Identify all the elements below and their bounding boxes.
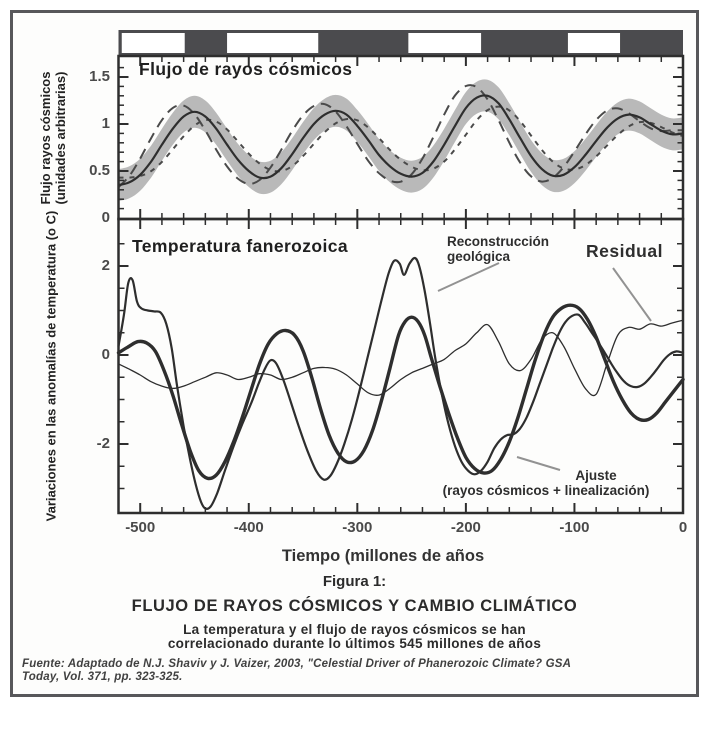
flux-y-axis-label: Flujo rayos cósmicos (unidades arbitrari… [38,71,69,205]
reconstruction-leader-line [437,262,500,292]
temp-y-tick-label: -2 [96,435,110,452]
flux_model_variant_1 [117,84,684,188]
flux-uncertainty-band [118,79,683,202]
flux-y-axis-label-line2: (unidades arbitrarias) [53,71,68,205]
flux-panel-title: Flujo de rayos cósmicos [139,59,353,79]
x-tick-label: -100 [559,519,590,536]
temp-panel-frame [117,217,685,515]
temp-y-tick-label: 2 [101,257,110,274]
epoch-stripe-segment [567,33,621,53]
ajuste-leader-line [516,456,561,471]
temp-panel-title: Temperatura fanerozoica [132,236,349,256]
epoch-stripe-segment [408,33,482,53]
temp-y-tick-label: 0 [101,346,110,363]
x-axis-title: Tiempo (millones de años [281,547,485,565]
caption-subtitle-line2: correlacionado durante lo últimos 545 mi… [167,636,542,651]
x-tick-label: -500 [125,519,156,536]
caption-figure-label: Figura 1: [322,573,387,590]
temp-y-axis-label: Variaciones en las anomalías de temperat… [43,210,59,522]
flux_model_variant_2 [118,105,684,179]
x-tick-label: 0 [678,519,688,536]
flux-nominal-curve [118,94,684,187]
flux-y-tick-label: 0 [101,209,110,226]
residual-leader-line [612,267,652,322]
epoch-stripe-segment [121,33,185,53]
source-citation-line2: Today, Vol. 371, pp. 323-325. [22,671,183,683]
x-tick-label: -400 [233,519,264,536]
flux-y-tick-label: 1 [101,115,110,132]
x-tick-label: -300 [342,519,373,536]
caption-title: FLUJO DE RAYOS CÓSMICOS Y CAMBIO CLIMÁTI… [131,597,578,615]
residual-curve [117,319,684,397]
reconstruccion_geologica-curve [117,256,685,510]
residual-annotation: Residual [586,241,663,261]
flux-y-tick-label: 0.5 [89,162,110,179]
source-citation-line1: Fuente: Adaptado de N.J. Shaviv y J. Vai… [22,658,572,670]
ajuste-annotation-line1: Ajuste [575,468,617,483]
ajuste-annotation-line2: (rayos cósmicos + linealización) [442,483,650,498]
x-tick-label: -200 [450,519,481,536]
flux-y-axis-label-line1: Flujo rayos cósmicos [38,71,54,205]
flux-y-tick-label: 1.5 [89,68,110,85]
ajuste_rayos_cosmicos_linealizacion-curve [116,303,685,481]
reconstruction-annotation: Reconstrucción geológica [447,234,549,264]
reconstruction-annotation-line1: Reconstrucción [447,234,550,249]
reconstruction-annotation-line2: geológica [447,249,511,265]
caption-subtitle-line1: La temperatura y el flujo de rayos cósmi… [183,622,526,637]
epoch-stripe-segment [227,33,319,53]
